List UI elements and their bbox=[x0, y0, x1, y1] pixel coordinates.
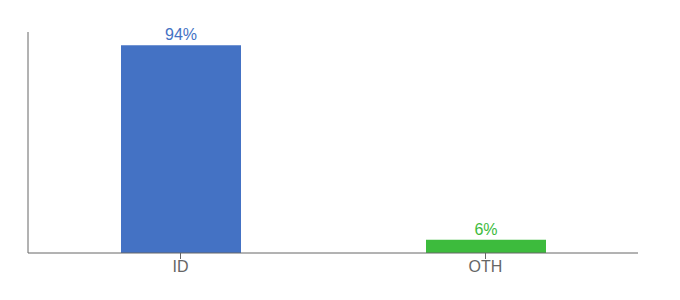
svg-text:ID: ID bbox=[173, 258, 189, 275]
svg-text:6%: 6% bbox=[474, 221, 497, 238]
svg-text:OTH: OTH bbox=[469, 258, 503, 275]
svg-text:94%: 94% bbox=[165, 26, 197, 43]
